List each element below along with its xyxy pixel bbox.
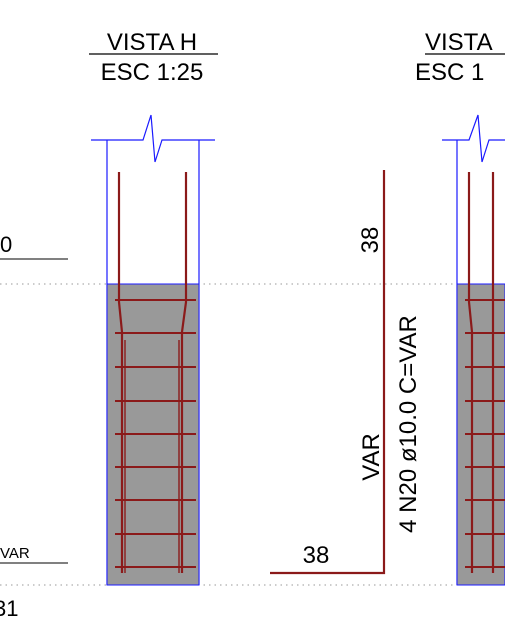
bar-bottom-length: 38	[303, 542, 330, 569]
bar-var-length: VAR	[358, 433, 385, 481]
view-h-scale: ESC 1:25	[101, 59, 204, 86]
level-top-label: 0	[0, 232, 12, 257]
level-bottom-label: VAR	[0, 545, 30, 562]
view-second-title: VISTA	[425, 29, 493, 56]
bar-spec: 4 N20 ø10.0 C=VAR	[395, 315, 422, 533]
view-second-left-bar	[467, 172, 474, 573]
view-h-left-bar	[117, 172, 124, 573]
view-second: VISTA ESC 1	[415, 29, 505, 586]
view-second-scale: ESC 1	[415, 59, 484, 86]
view-second-longitudinal-bars	[467, 172, 495, 573]
view-second-stirrups	[465, 299, 505, 568]
view-h-stirrups	[115, 299, 196, 568]
left-partial-view: 0 VAR 31	[0, 232, 68, 621]
bar-schedule: 38 VAR 4 N20 ø10.0 C=VAR 38	[270, 170, 422, 575]
bar-top-length: 38	[357, 227, 384, 254]
view-h: VISTA H ESC 1:25	[89, 29, 218, 586]
view-h-right-bar	[180, 172, 188, 573]
bent-bar-shape	[270, 170, 386, 575]
bottom-number-label: 31	[0, 596, 18, 621]
view-h-title: VISTA H	[107, 29, 197, 56]
